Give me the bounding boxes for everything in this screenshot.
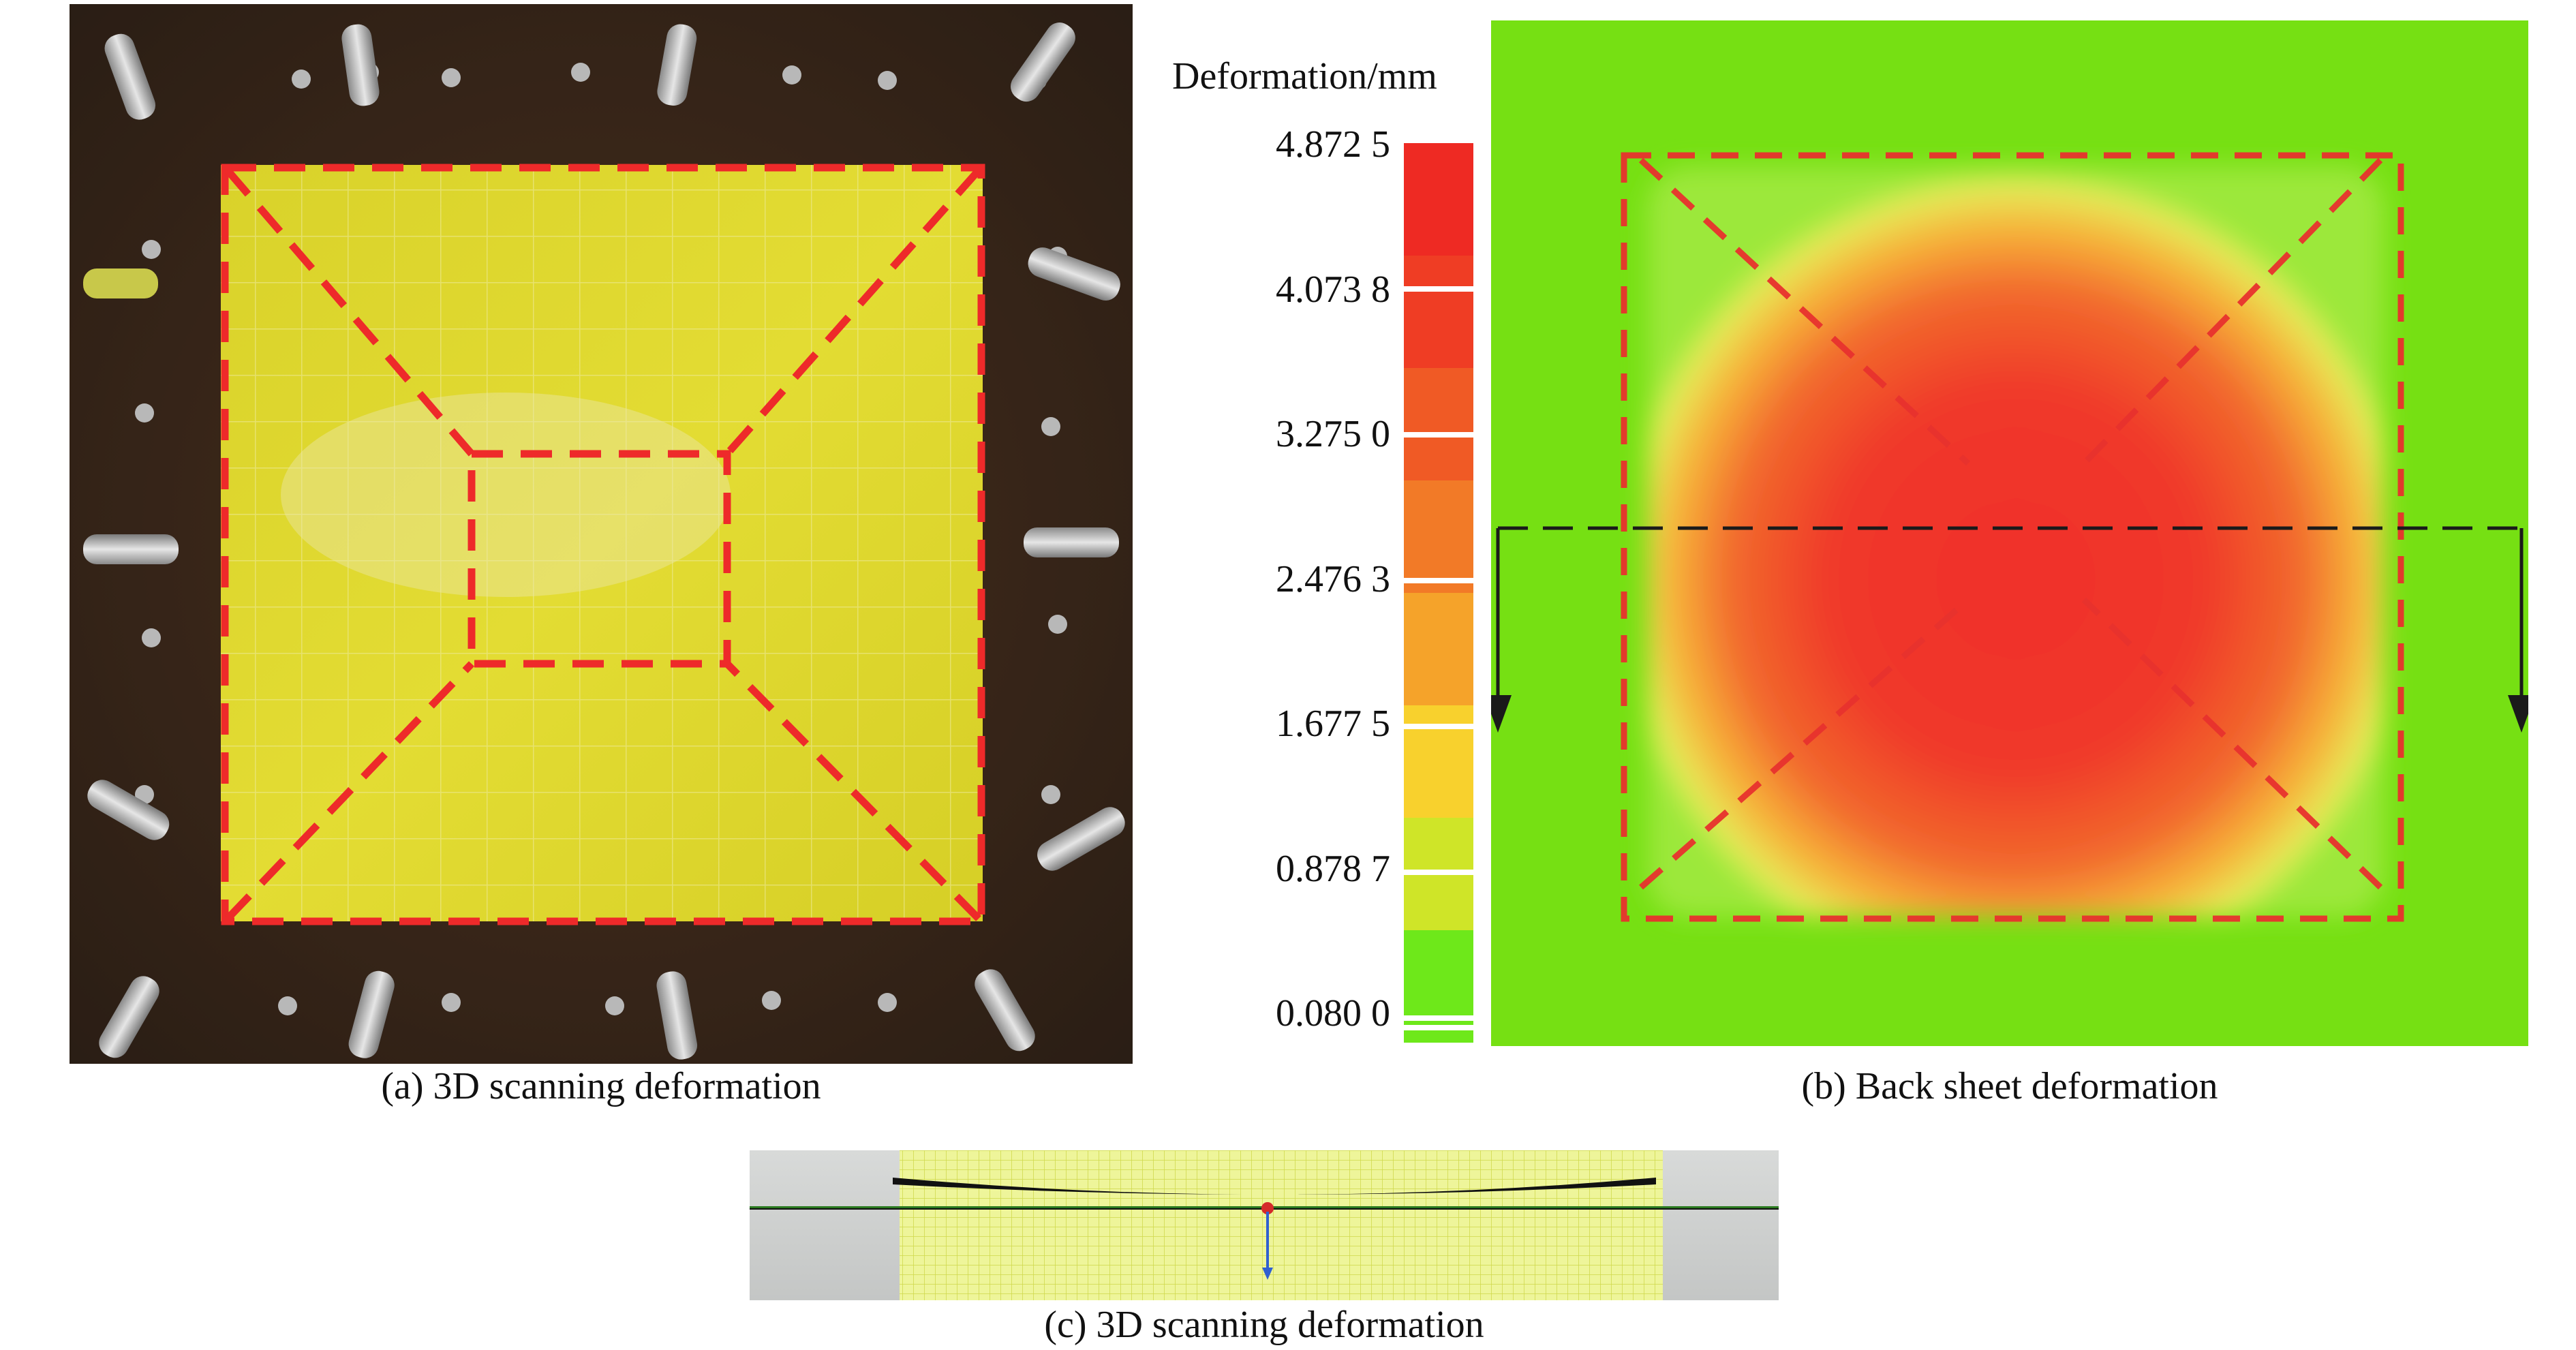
colorbar-tick-mark bbox=[1404, 286, 1473, 292]
colorbar-segment bbox=[1404, 368, 1473, 480]
colorbar-tick-label: 3.275 0 bbox=[1276, 413, 1390, 455]
colorbar-tick-mark bbox=[1404, 1015, 1473, 1021]
colorbar-tick-mark bbox=[1404, 432, 1473, 438]
caption-c: (c) 3D scanning deformation bbox=[1044, 1304, 1484, 1346]
colorbar-title: Deformation/mm bbox=[1172, 55, 1437, 97]
colorbar-tick-label: 4.073 8 bbox=[1276, 269, 1390, 311]
colorbar-tick-mark bbox=[1404, 724, 1473, 729]
dashed-pattern bbox=[221, 164, 985, 925]
section-line bbox=[1491, 523, 2528, 733]
deformed-profile bbox=[893, 1178, 1656, 1195]
scan-grid bbox=[900, 1150, 1663, 1300]
colorbar-tick-label: 4.872 5 bbox=[1276, 123, 1390, 166]
panel-c-scan-profile bbox=[750, 1150, 1779, 1300]
colorbar bbox=[1404, 143, 1473, 1043]
colorbar-segment bbox=[1404, 480, 1473, 593]
colorbar-segment bbox=[1404, 930, 1473, 1043]
bolts bbox=[83, 22, 1125, 1060]
colorbar-tick-label: 2.476 3 bbox=[1276, 558, 1390, 600]
colorbar-segment bbox=[1404, 705, 1473, 818]
colorbar-segment bbox=[1404, 256, 1473, 368]
colorbar-tick-label: 1.677 5 bbox=[1276, 703, 1390, 745]
colorbar-tick-mark bbox=[1404, 1025, 1473, 1030]
colorbar-tick-label: 0.080 0 bbox=[1276, 992, 1390, 1034]
panel-b-contour bbox=[1491, 20, 2528, 1046]
colorbar-tick-label: 0.878 7 bbox=[1276, 848, 1390, 890]
caption-b: (b) Back sheet deformation bbox=[1801, 1065, 2218, 1107]
dashed-outline bbox=[1621, 152, 2404, 922]
deformation-heatmap bbox=[1648, 167, 2384, 917]
z-axis-marker bbox=[1261, 1202, 1274, 1280]
panel-a-photo bbox=[70, 4, 1133, 1064]
colorbar-tick-mark bbox=[1404, 870, 1473, 875]
colorbar-segment bbox=[1404, 593, 1473, 705]
colorbar-segment bbox=[1404, 143, 1473, 256]
caption-a: (a) 3D scanning deformation bbox=[381, 1065, 821, 1107]
colorbar-tick-mark bbox=[1404, 578, 1473, 583]
